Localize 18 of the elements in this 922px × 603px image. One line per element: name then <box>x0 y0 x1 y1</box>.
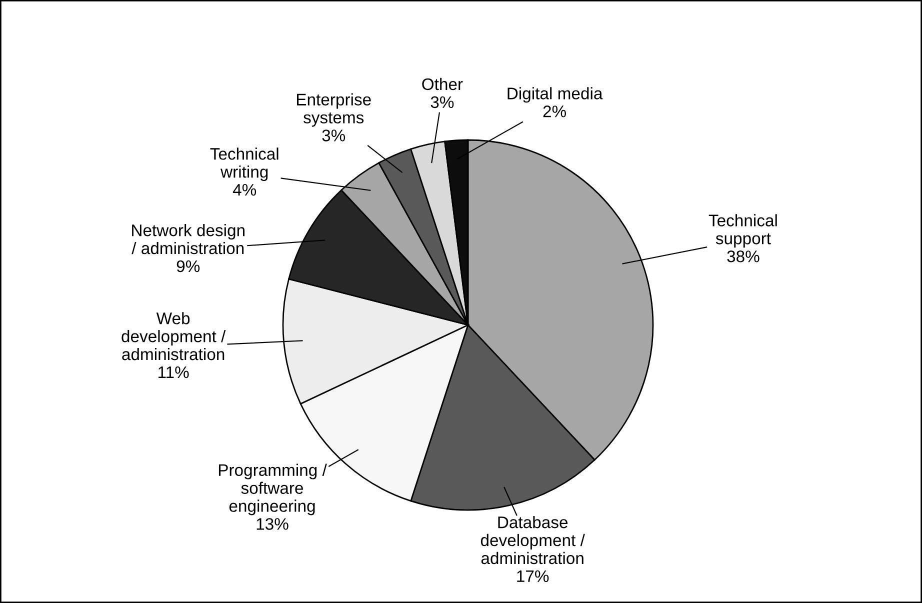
slice-label: Network design / administration <box>132 224 244 254</box>
data-label: 4% <box>232 184 256 196</box>
slice-label: Web development / administration <box>122 312 226 360</box>
slice-label: Digital media <box>508 87 603 103</box>
data-label: 3% <box>322 130 346 142</box>
data-label: 9% <box>176 260 200 272</box>
slice-label: Technical writing <box>210 148 278 182</box>
slice-label: Enterprise systems <box>297 93 371 127</box>
slice-label: Technical support <box>708 214 777 248</box>
data-label: 13% <box>256 518 288 530</box>
data-label: 38% <box>727 250 760 262</box>
slice-label: Other <box>422 78 463 90</box>
slice-label: Database development / administration <box>480 516 585 564</box>
data-label: 3% <box>430 96 454 108</box>
data-label: 17% <box>517 570 549 582</box>
data-label: 2% <box>543 106 566 118</box>
data-label: 11% <box>158 366 189 378</box>
slice-label: Programming / software engineering <box>218 464 327 516</box>
